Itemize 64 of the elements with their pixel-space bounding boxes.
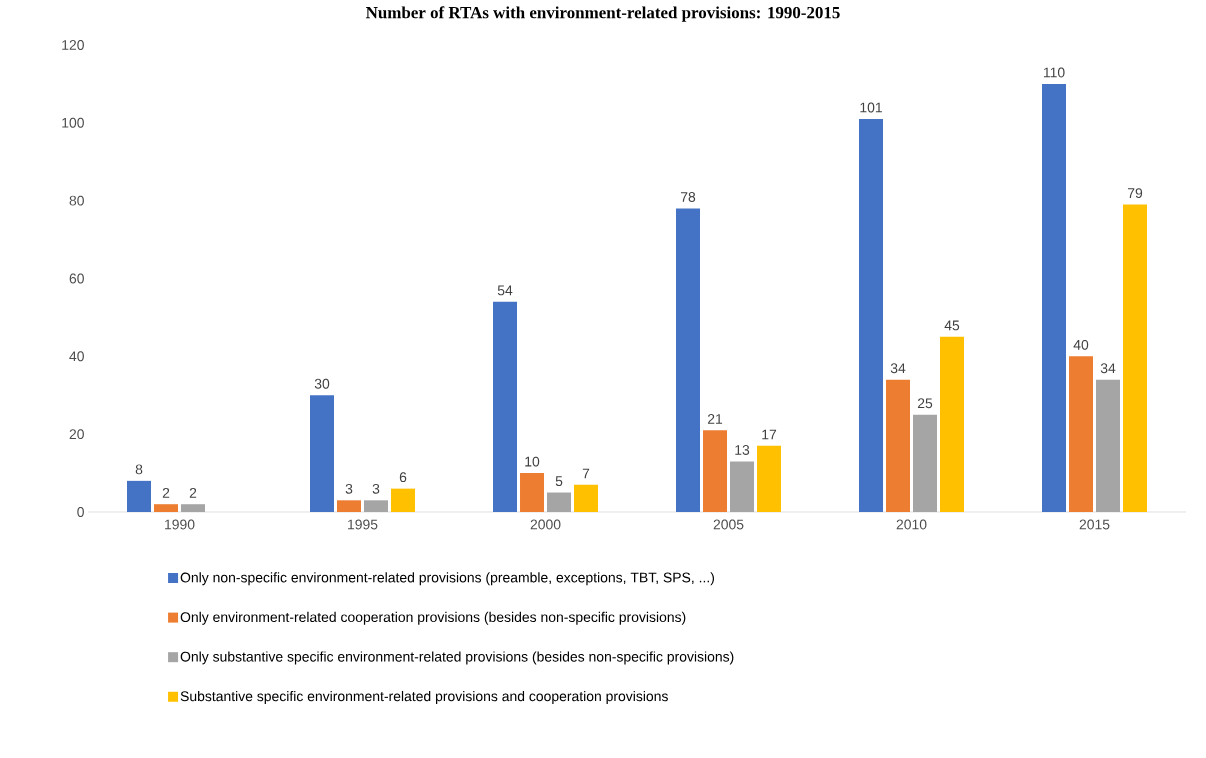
bar — [574, 484, 599, 512]
bar — [547, 492, 572, 512]
x-tick-label: 2010 — [896, 519, 927, 530]
y-tick-label: 80 — [69, 195, 84, 206]
data-label: 45 — [944, 320, 960, 331]
x-tick-label: 2000 — [530, 519, 561, 530]
data-label: 34 — [890, 363, 906, 374]
x-tick-label: 1990 — [165, 519, 195, 530]
data-label: 101 — [860, 102, 882, 113]
y-tick-label: 120 — [62, 40, 84, 50]
data-label: 34 — [1100, 363, 1116, 374]
bar — [127, 480, 152, 512]
chart-title: Number of RTAs with environment-related provisions: 1990-2015 — [365, 6, 840, 22]
data-label: 110 — [1043, 67, 1065, 78]
data-label: 17 — [762, 429, 777, 440]
y-tick-label: 40 — [69, 351, 84, 362]
data-label: 2 — [189, 487, 197, 498]
x-tick-label: 1995 — [348, 519, 378, 530]
bar — [493, 301, 518, 512]
data-label: 30 — [314, 378, 330, 389]
x-tick-label: 2005 — [713, 519, 744, 530]
bar — [940, 336, 965, 512]
data-label: 3 — [372, 483, 380, 494]
bar — [310, 395, 335, 512]
data-label: 21 — [707, 413, 723, 424]
data-label: 79 — [1127, 188, 1143, 199]
legend-label: Only non-specific environment-related provisions (preamble, exceptions, TBT, SPS, ...) — [180, 572, 715, 586]
legend-label: Substantive specific environment-related provisions and cooperation provisions — [180, 690, 668, 704]
data-label: 78 — [680, 192, 696, 202]
bar — [676, 208, 701, 512]
data-label: 54 — [497, 285, 513, 296]
data-label: 3 — [345, 483, 353, 494]
y-tick-label: 100 — [62, 117, 84, 128]
bar — [1096, 379, 1121, 512]
bar — [1069, 356, 1094, 512]
data-label: 7 — [582, 468, 590, 479]
data-label: 5 — [555, 476, 563, 487]
bar — [757, 445, 782, 512]
bar — [364, 500, 389, 512]
bar — [520, 473, 545, 512]
bar — [181, 504, 206, 512]
bar — [391, 488, 416, 512]
bar — [859, 118, 884, 512]
bar — [703, 430, 728, 512]
bar — [1042, 83, 1067, 512]
data-label: 25 — [917, 398, 933, 409]
bar — [886, 379, 911, 512]
bar — [337, 500, 362, 512]
legend-label: Only environment-related cooperation provisions (besides non-specific provisions) — [180, 611, 686, 625]
data-label: 13 — [735, 444, 750, 455]
data-label: 40 — [1073, 339, 1089, 350]
bar — [154, 504, 179, 512]
bar — [730, 461, 755, 512]
y-tick-label: 0 — [77, 507, 84, 517]
legend-label: Only substantive specific environment-related provisions (besides non-specific provisions) — [180, 651, 734, 665]
y-tick-label: 60 — [69, 273, 84, 284]
bar — [913, 414, 938, 512]
data-label: 6 — [399, 472, 407, 483]
data-label: 2 — [162, 487, 170, 498]
data-label: 10 — [525, 456, 540, 467]
data-label: 8 — [135, 464, 143, 475]
bar — [1123, 204, 1148, 512]
x-tick-label: 2015 — [1079, 519, 1110, 530]
y-tick-label: 20 — [69, 429, 84, 440]
